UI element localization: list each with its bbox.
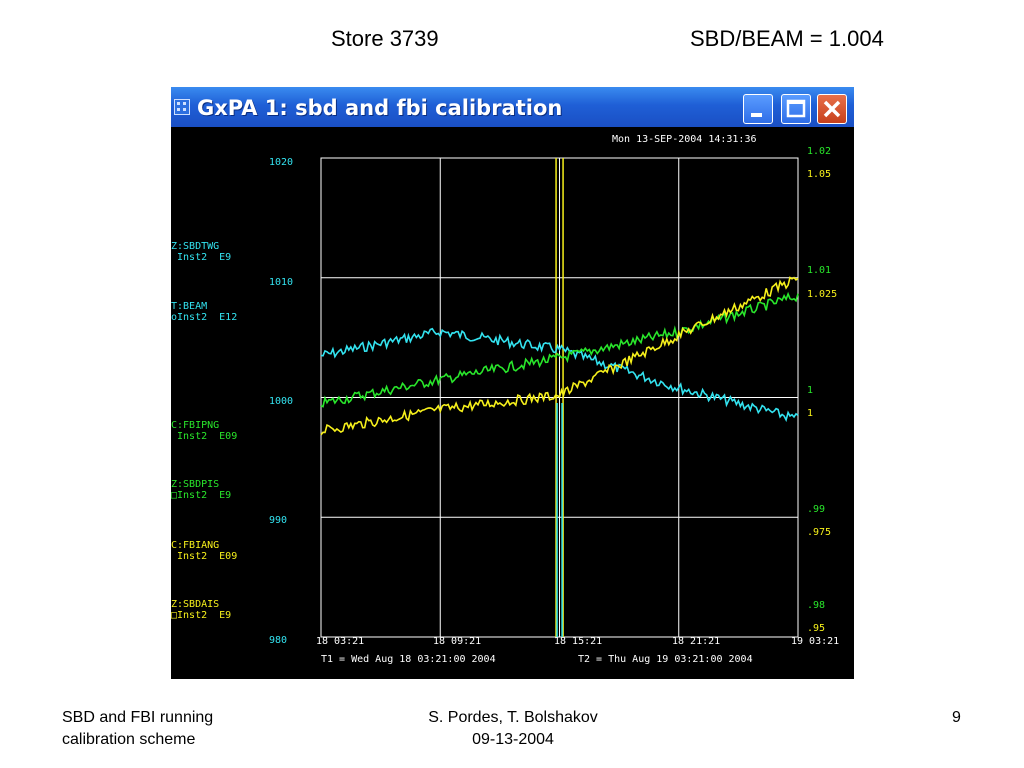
legend-label: T:BEAM [171,301,208,312]
right-axis-yellow-tick: 1.025 [807,289,838,300]
x-axis-tick: 18 15:21 [554,636,603,647]
page-number: 9 [952,709,961,726]
left-axis-tick: 1000 [269,396,294,407]
window-title: GxPA 1: sbd and fbi calibration [197,96,563,120]
x-axis-tick: 18 09:21 [433,636,482,647]
close-button[interactable] [817,94,847,124]
right-axis-green-tick: .98 [807,600,826,611]
plot-timestamp: Mon 13-SEP-2004 14:31:36 [612,134,757,145]
legend-label: oInst2 E12 [171,312,238,323]
legend-label: Inst2 E09 [171,431,238,442]
footer-authors: S. Pordes, T. Bolshakov [428,709,598,726]
right-axis-green-tick: 1.01 [807,265,832,276]
plot-area[interactable] [171,87,854,679]
left-axis-tick: 980 [269,635,288,646]
series-line [320,327,799,423]
right-axis-yellow-tick: .975 [807,527,832,538]
slide-title-right: SBD/BEAM = 1.004 [690,26,884,51]
series-line [320,276,799,436]
plot-series [320,276,799,436]
right-axis-green-tick: 1 [807,385,814,396]
plot-grid [320,157,799,638]
window-titlebar[interactable]: GxPA 1: sbd and fbi calibration [171,87,854,127]
maximize-icon [786,99,806,118]
legend-label: Z:SBDTWG [171,241,220,252]
right-axis-yellow-tick: 1.05 [807,169,832,180]
footer-left: SBD and FBI running calibration scheme [62,707,213,751]
series-line [320,291,799,408]
legend-label: Z:SBDAIS [171,599,220,610]
legend-label: C:FBIPNG [171,420,220,431]
right-axis-green-tick: 1.02 [807,146,832,157]
time-cursors [555,158,564,637]
slide-title-left: Store 3739 [331,26,439,51]
t2-label: T2 = Thu Aug 19 03:21:00 2004 [578,654,753,665]
left-axis-tick: 1010 [269,277,294,288]
legend-label: C:FBIANG [171,540,220,551]
close-icon [823,100,841,118]
footer-center: S. Pordes, T. Bolshakov 09-13-2004 [393,707,633,751]
x-axis-tick: 18 21:21 [672,636,721,647]
gxpa-window: GxPA 1: sbd and fbi calibration Mon 13-S… [171,87,854,679]
footer-left-line2: calibration scheme [62,731,196,748]
maximize-button[interactable] [781,94,811,124]
x-axis-tick: 18 03:21 [316,636,365,647]
x-axis-tick: 19 03:21 [791,636,840,647]
minimize-icon [751,113,762,117]
left-axis-tick: 1020 [269,157,294,168]
legend-label: □Inst2 E9 [171,610,232,621]
legend-label: □Inst2 E9 [171,490,232,501]
legend-label: Inst2 E9 [171,252,232,263]
left-axis-tick: 990 [269,515,288,526]
t1-label: T1 = Wed Aug 18 03:21:00 2004 [321,654,496,665]
right-axis-yellow-tick: 1 [807,408,814,419]
legend-label: Inst2 E09 [171,551,238,562]
footer-left-line1: SBD and FBI running [62,709,214,726]
grid-app-icon[interactable] [174,99,190,115]
minimize-button[interactable] [743,94,773,124]
right-axis-yellow-tick: .95 [807,623,826,634]
legend-label: Z:SBDPIS [171,479,220,490]
right-axis-green-tick: .99 [807,504,826,515]
footer-date: 09-13-2004 [472,731,554,748]
